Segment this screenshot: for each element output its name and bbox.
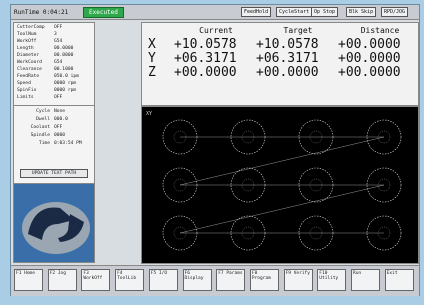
cycle-label: Coolant <box>22 125 50 130</box>
function-key[interactable]: Run <box>351 269 380 291</box>
function-key[interactable]: F5 I/O <box>149 269 178 291</box>
param-label: Length <box>17 46 34 51</box>
dro-header: Current <box>180 26 252 35</box>
param-label: Diameter <box>17 53 39 58</box>
param-value: 00.0000 <box>54 53 73 58</box>
axis-value: +06.3171 <box>256 51 319 66</box>
param-label: WorkCoord <box>17 60 42 65</box>
logo-art <box>14 184 94 262</box>
cnc-screen: RunTime 0:04:21 Executed FeedHold CycleStar… <box>10 4 420 296</box>
param-value: 0000 rpm <box>54 81 76 86</box>
axis-label: X <box>148 37 156 52</box>
axis-value: +00.0000 <box>338 37 401 52</box>
axis-value: +00.0000 <box>256 65 319 80</box>
toggle-button[interactable]: Op Stop <box>311 7 338 17</box>
toggle-button[interactable]: Blk Skip <box>346 7 376 17</box>
axis-value: +06.3171 <box>174 51 237 66</box>
param-label: Speed <box>17 81 31 86</box>
param-value: 0000 rpm <box>54 88 76 93</box>
top-bar: RunTime 0:04:21 Executed FeedHold CycleStar… <box>11 5 419 20</box>
param-value: 050.0 ipm <box>54 74 79 79</box>
axis-value: +10.0578 <box>174 37 237 52</box>
toolpath <box>180 137 384 233</box>
function-key[interactable]: F6 Display <box>183 269 212 291</box>
function-key[interactable]: F8 Program <box>250 269 279 291</box>
cycle-value: 000.0 <box>54 117 68 122</box>
param-label: Limits <box>17 95 34 100</box>
axis-label: Y <box>148 51 156 66</box>
param-label: WorkOff <box>17 39 36 44</box>
param-value: OFF <box>54 25 62 30</box>
update-button[interactable]: UPDATE TEXT PATH <box>20 169 88 178</box>
axis-value: +00.0000 <box>174 65 237 80</box>
cycle-label: Time <box>22 141 50 146</box>
param-value: 00.1000 <box>54 67 73 72</box>
function-key[interactable]: Exit <box>385 269 414 291</box>
toggle-button[interactable]: RPD/JOG <box>381 7 408 17</box>
status-badge: Executed <box>83 7 124 18</box>
page: RunTime 0:04:21 Executed FeedHold CycleStar… <box>0 0 424 305</box>
param-value: G54 <box>54 60 62 65</box>
param-label: ToolNum <box>17 32 36 37</box>
divider <box>14 105 94 106</box>
param-label: Clearance <box>17 67 42 72</box>
cycle-value: None <box>54 109 65 114</box>
function-key[interactable]: F7 Params <box>216 269 245 291</box>
param-label: CutterComp <box>17 25 45 30</box>
dro-header: Distance <box>344 26 416 35</box>
function-key[interactable]: F2 Jog <box>48 269 77 291</box>
toolpath-canvas: XY <box>142 107 418 263</box>
param-label: FeedRate <box>17 74 39 79</box>
param-value: 00.0000 <box>54 46 73 51</box>
cycle-value: OFF <box>54 125 62 130</box>
runtime: RunTime 0:04:21 <box>14 9 68 16</box>
cycle-label: Cycle <box>22 109 50 114</box>
cycle-value: 0:03:54 PM <box>54 141 82 146</box>
toolpath-view: XY <box>141 106 419 264</box>
cycle-label: Dwell <box>22 117 50 122</box>
dro-header: Target <box>262 26 334 35</box>
axis-value: +00.0000 <box>338 65 401 80</box>
param-value: OFF <box>54 95 62 100</box>
function-key[interactable]: F4 ToolLib <box>115 269 144 291</box>
param-value: 3 <box>54 32 57 37</box>
axis-value: +00.0000 <box>338 51 401 66</box>
cycle-label: Spindle <box>22 133 50 138</box>
cycle-value: 0000 <box>54 133 65 138</box>
toggle-button[interactable]: CycleStart <box>276 7 312 17</box>
function-key[interactable]: F1 Home <box>14 269 43 291</box>
logo-image <box>13 183 95 263</box>
view-label: XY <box>146 111 152 117</box>
axis-label: Z <box>148 65 156 80</box>
param-value: G54 <box>54 39 62 44</box>
function-key[interactable]: F10 Utility <box>317 269 346 291</box>
status-panel: CutterComp OFF ToolNum 3 WorkOff G54 Length 00.… <box>13 22 95 184</box>
param-label: SpinFix <box>17 88 36 93</box>
axis-value: +10.0578 <box>256 37 319 52</box>
function-key[interactable]: F3 WorkOff <box>81 269 110 291</box>
toggle-button[interactable]: FeedHold <box>241 7 271 17</box>
function-key[interactable]: F9 Verify <box>284 269 313 291</box>
